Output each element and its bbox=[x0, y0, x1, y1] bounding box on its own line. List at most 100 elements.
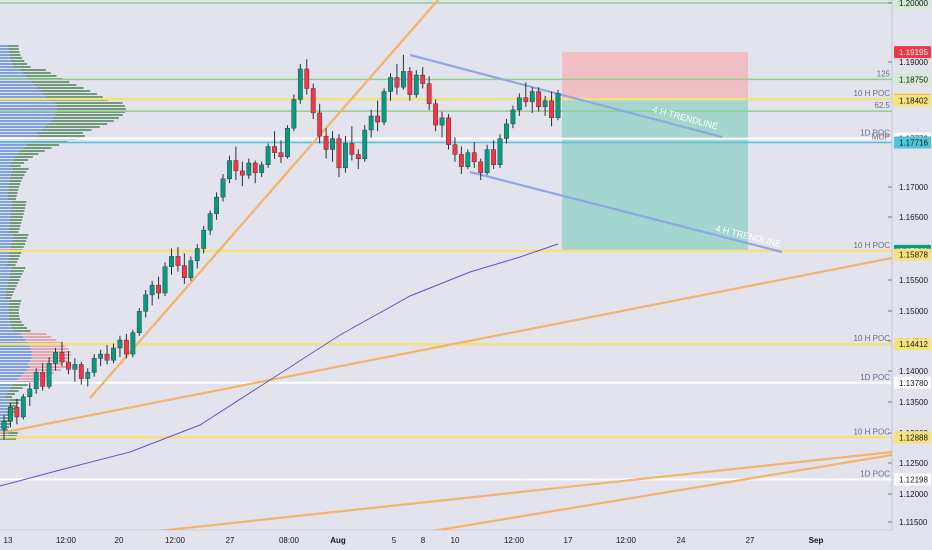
volume-profile-bar bbox=[8, 48, 19, 50]
volume-profile-bar bbox=[0, 384, 13, 386]
price-tag[interactable] bbox=[894, 431, 931, 444]
volume-profile-bar bbox=[12, 159, 29, 161]
time-tick-label: 12:00 bbox=[56, 536, 77, 545]
trendline[interactable] bbox=[89, 0, 439, 399]
volume-profile-bar bbox=[0, 387, 11, 389]
volume-profile-bar bbox=[20, 333, 47, 335]
take-profit-zone[interactable] bbox=[562, 100, 748, 251]
candle-body bbox=[233, 160, 239, 172]
price-tag-label: 1.12888 bbox=[899, 433, 928, 442]
time-tick-label: 08:00 bbox=[279, 536, 300, 545]
candle-body bbox=[439, 117, 445, 126]
price-tag[interactable] bbox=[894, 94, 931, 107]
volume-profile-bar bbox=[0, 84, 35, 86]
price-tick-label: 1.14000 bbox=[899, 367, 928, 376]
trade-position-box[interactable] bbox=[562, 52, 748, 251]
candle-body bbox=[349, 143, 355, 155]
volume-profile-bar bbox=[0, 162, 11, 164]
volume-profile-bar bbox=[26, 144, 60, 146]
candle-body bbox=[201, 229, 207, 249]
volume-profile-bar bbox=[0, 303, 10, 305]
volume-profile-bar bbox=[0, 120, 52, 122]
volume-profile-bar bbox=[23, 147, 52, 149]
volume-profile-bar bbox=[0, 228, 9, 230]
volume-profile-bar bbox=[0, 234, 13, 236]
candle-body bbox=[323, 135, 329, 150]
candle-body bbox=[497, 138, 503, 166]
price-tag[interactable] bbox=[894, 46, 931, 59]
volume-profile-bar bbox=[44, 126, 100, 128]
volume-profile-bar bbox=[29, 345, 66, 347]
volume-profile-bar bbox=[6, 291, 14, 293]
candle-body bbox=[214, 196, 219, 214]
candle-body bbox=[123, 339, 129, 355]
trendline[interactable] bbox=[469, 170, 783, 254]
volume-profile-bar bbox=[0, 429, 4, 431]
price-tag[interactable] bbox=[894, 73, 931, 86]
price-tag[interactable] bbox=[894, 248, 931, 261]
volume-profile-bar bbox=[28, 363, 63, 365]
volume-profile-bar bbox=[0, 297, 6, 299]
volume-profile-bar bbox=[6, 393, 15, 395]
price-tag[interactable] bbox=[894, 0, 931, 9]
level-label: MOP bbox=[872, 132, 890, 141]
volume-profile-bar bbox=[9, 180, 22, 182]
candle-body bbox=[8, 407, 13, 422]
candle-body bbox=[156, 284, 162, 294]
time-tick-label: 5 bbox=[392, 536, 397, 545]
volume-profile-bar bbox=[0, 219, 10, 221]
candle-body bbox=[169, 256, 174, 267]
volume-profile-bar bbox=[12, 168, 29, 170]
volume-profile-bar bbox=[8, 51, 20, 53]
volume-profile-bar bbox=[0, 129, 42, 131]
volume-profile-bar bbox=[8, 186, 20, 188]
volume-profile-bar bbox=[8, 231, 19, 233]
volume-profile-bar bbox=[0, 111, 57, 113]
volume-profile-bar bbox=[0, 288, 7, 290]
trendline[interactable] bbox=[0, 256, 893, 435]
price-tag[interactable] bbox=[894, 473, 931, 486]
price-tick-label: 1.19000 bbox=[899, 58, 928, 67]
candle-body bbox=[336, 138, 342, 169]
volume-profile-bar bbox=[37, 132, 83, 134]
volume-profile-bar bbox=[11, 171, 27, 173]
volume-profile-bar bbox=[0, 291, 7, 293]
candle-body bbox=[188, 260, 194, 278]
price-tag[interactable] bbox=[894, 338, 931, 351]
price-tag[interactable] bbox=[894, 136, 931, 149]
volume-profile-bar bbox=[17, 378, 40, 380]
volume-profile-bar bbox=[0, 186, 9, 188]
candle-body bbox=[1, 421, 7, 430]
trendline[interactable] bbox=[409, 53, 723, 139]
candle-body bbox=[104, 353, 110, 361]
volume-profile-bar bbox=[40, 90, 91, 92]
candle-body bbox=[381, 91, 387, 123]
volume-profile-bar bbox=[0, 414, 6, 416]
candle-body bbox=[549, 100, 554, 118]
volume-profile-bar bbox=[10, 273, 23, 275]
candle-body bbox=[491, 149, 496, 166]
candle-body bbox=[117, 339, 123, 349]
volume-profile-bar bbox=[23, 336, 52, 338]
candle-body bbox=[400, 71, 406, 88]
candle-body bbox=[388, 77, 393, 92]
volume-profile-bar bbox=[0, 216, 11, 218]
volume-profile-bar bbox=[0, 408, 8, 410]
volume-profile-bar bbox=[0, 93, 44, 95]
volume-profile-bar bbox=[0, 402, 9, 404]
candle-body bbox=[40, 372, 46, 387]
volume-profile-bar bbox=[8, 279, 20, 281]
candle-body bbox=[343, 143, 348, 169]
volume-profile-bar bbox=[31, 354, 72, 356]
volume-profile-bar bbox=[46, 96, 103, 98]
candle-body bbox=[536, 91, 542, 107]
stop-loss-zone[interactable] bbox=[562, 52, 748, 101]
candle-body bbox=[368, 115, 374, 131]
time-tick-label: 17 bbox=[564, 536, 573, 545]
price-axis[interactable]: 1.115001.120001.125001.130001.135001.140… bbox=[888, 0, 932, 550]
time-axis[interactable]: 13 12:00 20 12:00 27 08:00 Aug 5 8 10 12:00 17 12:00… bbox=[0, 529, 932, 550]
price-tag[interactable] bbox=[894, 376, 931, 389]
time-tick-label: 13 bbox=[4, 536, 13, 545]
